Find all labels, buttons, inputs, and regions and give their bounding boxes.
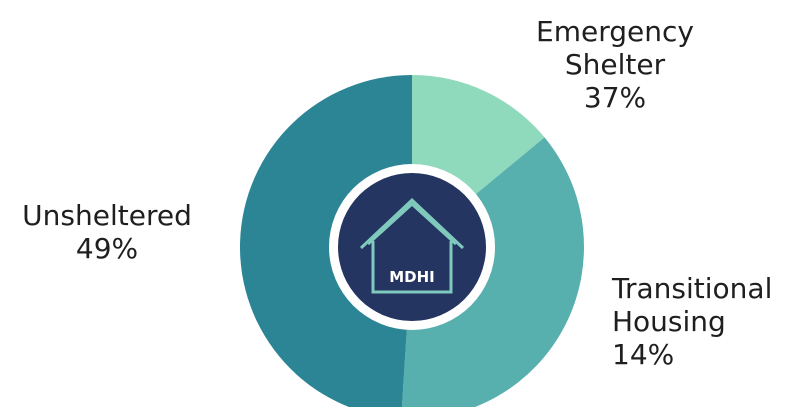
center-logo: MDHI <box>329 164 495 330</box>
label-transitional-line1: Transitional <box>612 272 773 305</box>
label-emergency-pct: 37% <box>583 81 647 114</box>
slice-unsheltered <box>239 75 412 407</box>
label-unsheltered: Unsheltered 49% <box>2 199 212 265</box>
house-icon <box>359 197 465 294</box>
label-emergency-line2: Shelter <box>564 48 666 81</box>
label-transitional-housing: Transitional Housing 14% <box>612 272 810 371</box>
label-transitional-pct: 14% <box>612 338 675 371</box>
label-unsheltered-pct: 49% <box>75 232 139 265</box>
slice-transitional-housing <box>401 137 585 407</box>
label-transitional-line2: Housing <box>612 305 726 338</box>
logo-badge <box>338 173 486 321</box>
label-emergency-shelter: Emergency Shelter 37% <box>520 15 710 114</box>
label-emergency-line1: Emergency <box>536 15 694 48</box>
label-unsheltered-line1: Unsheltered <box>22 199 192 232</box>
logo-text: MDHI <box>389 268 435 286</box>
